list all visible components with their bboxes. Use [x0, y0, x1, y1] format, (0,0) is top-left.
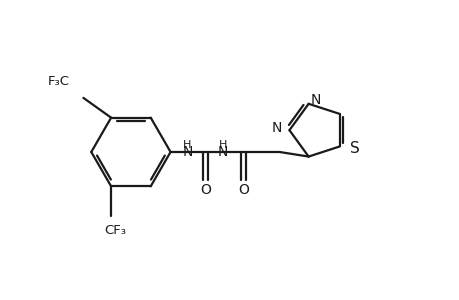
Text: N: N [310, 93, 320, 107]
Text: O: O [237, 183, 248, 196]
Text: H: H [183, 140, 191, 150]
Text: N: N [182, 145, 192, 159]
Text: N: N [270, 121, 281, 135]
Text: H: H [218, 140, 227, 150]
Text: F₃C: F₃C [47, 75, 69, 88]
Text: S: S [349, 141, 358, 156]
Text: CF₃: CF₃ [104, 224, 126, 237]
Text: N: N [218, 145, 228, 159]
Text: O: O [200, 183, 211, 196]
